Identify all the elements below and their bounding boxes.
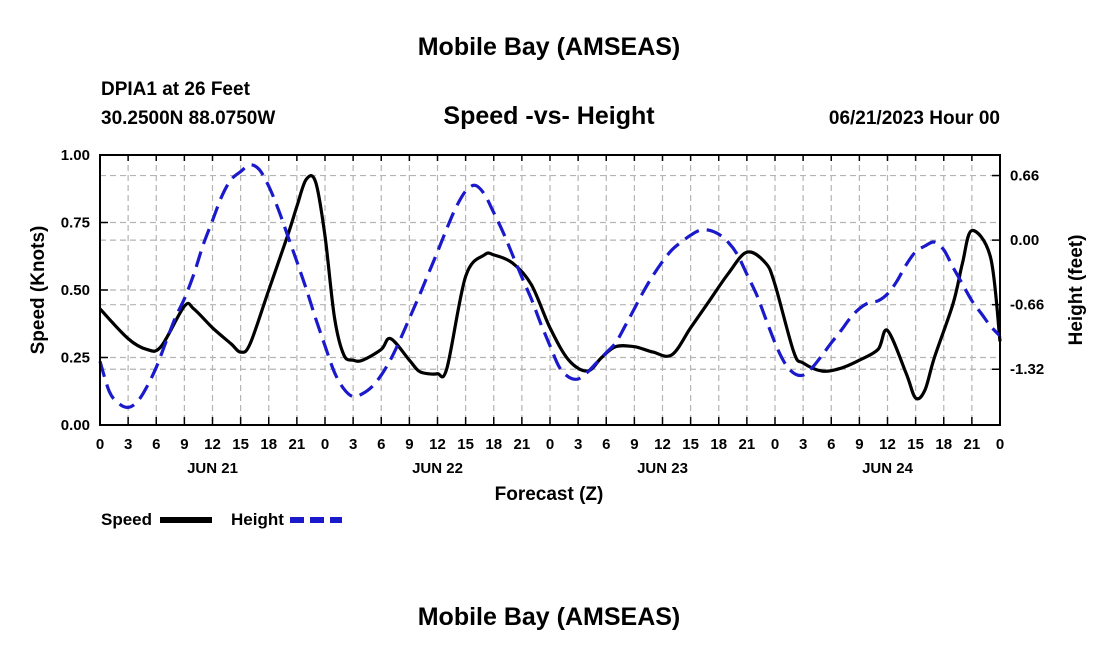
series-line-height bbox=[98, 163, 1002, 410]
x-date-label: JUN 21 bbox=[187, 460, 238, 477]
legend-label-height: Height bbox=[231, 510, 284, 529]
legend-label-speed: Speed bbox=[101, 510, 152, 529]
x-tick-label: 0 bbox=[996, 436, 1004, 453]
x-tick-label: 18 bbox=[260, 436, 277, 453]
x-tick-label: 15 bbox=[907, 436, 924, 453]
x-tick-label: 9 bbox=[630, 436, 638, 453]
x-tick-label: 9 bbox=[405, 436, 413, 453]
x-tick-label: 3 bbox=[349, 436, 357, 453]
station-label: DPIA1 at 26 Feet bbox=[101, 79, 251, 100]
x-tick-label: 9 bbox=[855, 436, 863, 453]
x-tick-label: 15 bbox=[457, 436, 474, 453]
x-tick-label: 12 bbox=[204, 436, 221, 453]
x-tick-label: 0 bbox=[546, 436, 554, 453]
chart-title: Speed -vs- Height bbox=[443, 102, 655, 130]
x-tick-label: 6 bbox=[602, 436, 610, 453]
y-axis-left-title: Speed (Knots) bbox=[28, 226, 49, 355]
station-location: 30.2500N 88.0750W bbox=[101, 108, 275, 129]
x-date-label: JUN 24 bbox=[862, 460, 914, 477]
x-tick-label: 6 bbox=[377, 436, 385, 453]
x-tick-label: 21 bbox=[964, 436, 981, 453]
x-tick-label: 21 bbox=[289, 436, 306, 453]
y-tick-label-left: 0.00 bbox=[61, 417, 90, 434]
x-tick-label: 12 bbox=[429, 436, 446, 453]
y-tick-label-right: -1.32 bbox=[1010, 361, 1044, 378]
y-tick-label-left: 0.75 bbox=[61, 215, 90, 232]
x-tick-label: 0 bbox=[321, 436, 329, 453]
page-title: Mobile Bay (AMSEAS) bbox=[418, 33, 681, 61]
x-tick-label: 12 bbox=[654, 436, 671, 453]
x-tick-label: 18 bbox=[485, 436, 502, 453]
x-tick-label: 0 bbox=[771, 436, 779, 453]
x-tick-label: 3 bbox=[124, 436, 132, 453]
x-tick-label: 18 bbox=[935, 436, 952, 453]
x-date-label: JUN 22 bbox=[412, 460, 463, 477]
series-line-speed bbox=[98, 174, 1002, 401]
x-tick-label: 18 bbox=[710, 436, 727, 453]
x-tick-label: 9 bbox=[180, 436, 188, 453]
series-lines bbox=[98, 163, 1002, 410]
x-axis-title: Forecast (Z) bbox=[495, 484, 604, 505]
axis-ticks: 0 3 6 9 12 15 18 21 0 3 6 9 12 15 18 21 0 3 6 9 12 15 18 21 0 3 6 9… bbox=[61, 147, 1044, 477]
y-tick-label-right: 0.66 bbox=[1010, 168, 1039, 185]
x-tick-label: 12 bbox=[879, 436, 896, 453]
bottom-title: Mobile Bay (AMSEAS) bbox=[418, 603, 681, 631]
x-date-label: JUN 23 bbox=[637, 460, 688, 477]
y-tick-label-left: 0.25 bbox=[61, 350, 90, 367]
y-tick-label-left: 0.50 bbox=[61, 282, 90, 299]
x-tick-label: 15 bbox=[682, 436, 699, 453]
legend: Speed Height bbox=[101, 510, 342, 529]
x-tick-label: 21 bbox=[514, 436, 531, 453]
x-tick-label: 6 bbox=[827, 436, 835, 453]
x-tick-label: 21 bbox=[739, 436, 756, 453]
y-tick-label-right: -0.66 bbox=[1010, 297, 1044, 314]
x-tick-label: 3 bbox=[799, 436, 807, 453]
x-tick-label: 6 bbox=[152, 436, 160, 453]
x-tick-label: 15 bbox=[232, 436, 249, 453]
y-tick-label-right: 0.00 bbox=[1010, 232, 1039, 249]
x-tick-label: 0 bbox=[96, 436, 104, 453]
grid-lines bbox=[100, 155, 1000, 425]
y-tick-label-left: 1.00 bbox=[61, 147, 90, 164]
x-tick-label: 3 bbox=[574, 436, 582, 453]
y-axis-right-title: Height (feet) bbox=[1066, 235, 1087, 346]
forecast-start: 06/21/2023 Hour 00 bbox=[829, 108, 1000, 129]
